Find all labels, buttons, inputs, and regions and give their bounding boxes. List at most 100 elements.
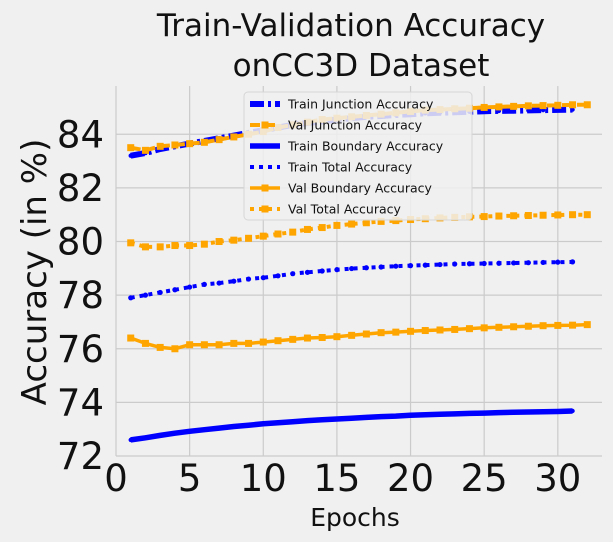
data-point [555,409,561,414]
data-point [171,345,179,353]
data-point [202,427,207,432]
data-point [348,331,356,339]
data-point [230,236,238,244]
data-point [259,338,267,346]
data-point [231,424,237,429]
data-point [216,425,222,431]
data-point [539,102,547,110]
data-point [303,225,311,233]
x-tick-label: 10 [240,457,287,500]
data-point [555,259,561,265]
data-point [392,217,400,225]
series-3 [128,259,576,301]
data-point [187,284,193,290]
data-point [540,259,546,266]
data-point [349,415,354,421]
data-point [156,142,164,150]
y-axis-label: Accuracy (in %) [15,139,55,406]
y-tick-label: 74 [57,381,104,424]
data-point [348,220,356,228]
data-point [230,133,238,141]
legend-marker [261,184,269,192]
data-point [466,261,473,267]
data-point [200,240,208,248]
data-point [554,321,562,329]
data-point [274,337,282,345]
data-point [127,239,135,247]
data-point [495,323,503,331]
data-point [245,339,253,347]
data-point [289,335,297,343]
data-point [583,101,591,109]
data-point [319,417,325,423]
legend-entry: Val Total Accuracy [250,202,402,217]
data-point [377,329,385,337]
data-point [260,275,266,281]
data-point [524,102,532,110]
data-point [303,334,311,342]
y-tick-label: 78 [57,274,104,317]
data-point [141,339,149,347]
data-point [259,232,267,240]
data-point [128,153,133,158]
data-point [393,413,399,419]
tick-labels: 0 5 10 15 20 25 30 72 74 76 78 80 82 84 [57,113,581,500]
x-tick-label: 25 [461,457,508,500]
data-point [200,341,208,349]
data-point [143,435,148,440]
data-point [333,333,341,341]
data-point [362,219,370,227]
data-point [333,221,341,229]
y-tick-label: 80 [57,221,104,264]
data-point [583,211,591,219]
data-point [524,322,532,330]
legend-label: Val Boundary Accuracy [288,181,433,196]
data-point [467,411,472,416]
x-tick-label: 0 [104,457,128,500]
data-point [554,211,562,219]
chart-title-line-2: onCC3D Dataset [233,48,490,84]
legend-label: Val Junction Accuracy [288,118,423,133]
data-point [216,280,222,286]
data-point [480,213,488,221]
data-point [275,273,281,279]
data-point [540,409,546,414]
data-point [480,324,488,332]
chart-title-line-1: Train-Validation Accuracy [156,8,545,44]
data-point [524,212,532,219]
data-point [526,409,531,415]
legend-label: Train Boundary Accuracy [287,139,444,154]
data-point [275,420,281,425]
series-2 [128,408,575,443]
legend-label: Val Total Accuracy [288,202,402,217]
data-point [215,238,223,246]
data-point [495,103,503,111]
data-point [421,327,429,335]
data-point [261,421,266,427]
data-point [245,234,253,242]
data-point [393,263,399,269]
data-point [539,322,547,330]
data-point [172,431,178,436]
data-point [305,418,310,423]
data-point [363,265,369,271]
data-point [452,411,457,417]
data-point [583,321,591,329]
data-point [246,422,251,428]
y-tick-label: 82 [57,167,104,210]
legend-entry: Val Boundary Accuracy [250,181,433,196]
data-point [290,271,296,277]
data-point [511,410,516,415]
data-point [569,211,577,219]
data-point [157,433,163,438]
data-point [569,101,577,109]
data-point [230,339,238,347]
data-point [290,419,295,424]
data-point [481,260,487,267]
y-tick-label: 84 [57,113,104,156]
data-point [334,416,340,422]
legend-marker [261,205,269,213]
legend-marker [261,121,269,129]
